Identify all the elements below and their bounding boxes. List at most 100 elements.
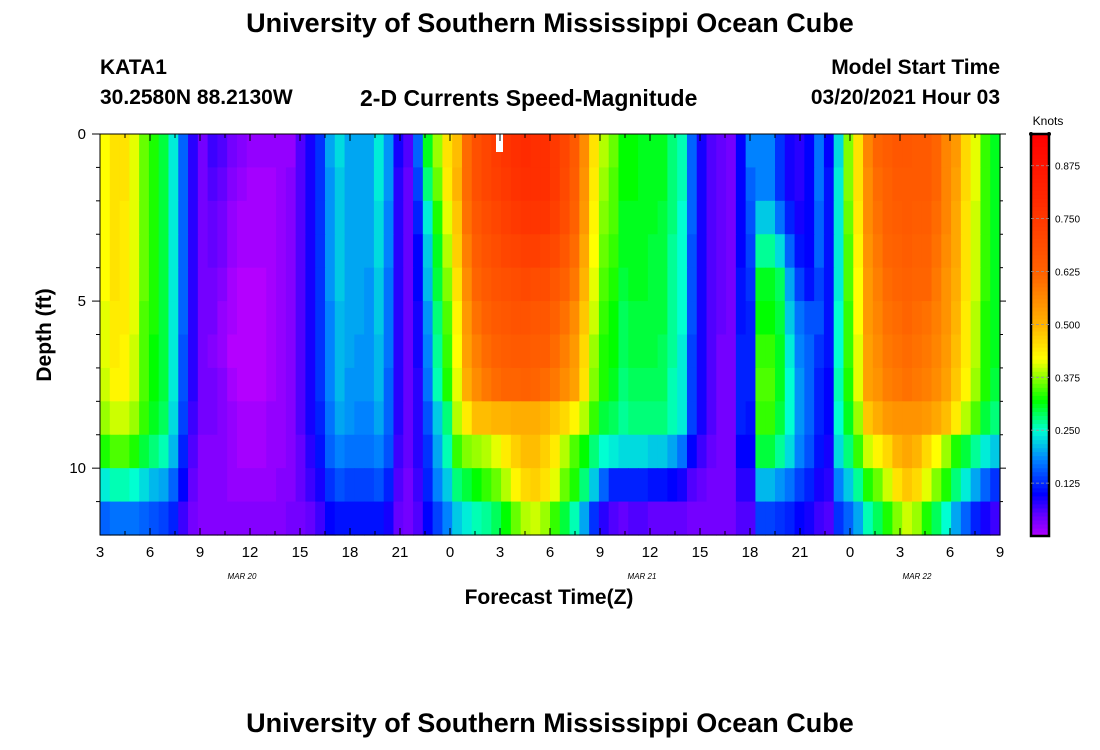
- heatmap-cell: [735, 501, 747, 536]
- colorbar-segment: [1031, 359, 1049, 364]
- heatmap-cell: [677, 134, 688, 169]
- heatmap-cell: [403, 200, 414, 235]
- colorbar-segment: [1031, 503, 1049, 509]
- heatmap-cell: [315, 267, 326, 302]
- heatmap-cell: [647, 234, 659, 269]
- heatmap-cell: [970, 434, 982, 469]
- colorbar-segment: [1031, 471, 1049, 477]
- heatmap-cell: [207, 334, 218, 369]
- heatmap-cell: [188, 301, 199, 336]
- heatmap-cell: [579, 434, 590, 469]
- heatmap-cell: [168, 434, 179, 469]
- heatmap-cell: [960, 134, 972, 169]
- heatmap-cell: [236, 434, 248, 469]
- heatmap-cell: [501, 401, 512, 436]
- heatmap-cell: [745, 200, 757, 235]
- heatmap-cell: [843, 167, 854, 202]
- heatmap-cell: [569, 267, 580, 302]
- heatmap-cell: [863, 334, 874, 369]
- heatmap-cell: [628, 468, 639, 503]
- heatmap-cell: [452, 234, 463, 269]
- heatmap-cell: [598, 434, 610, 469]
- heatmap-cell: [471, 267, 483, 302]
- heatmap-cell: [305, 134, 316, 169]
- heatmap-cell: [892, 134, 903, 169]
- heatmap-cell: [246, 134, 258, 169]
- heatmap-cell: [325, 134, 336, 169]
- heatmap-cell: [100, 234, 111, 269]
- heatmap-cell: [716, 367, 727, 402]
- heatmap-cell: [501, 134, 512, 169]
- heatmap-cell: [882, 200, 893, 235]
- heatmap-cell: [276, 267, 287, 302]
- heatmap-cell: [902, 200, 913, 235]
- colorbar-segment: [1031, 531, 1049, 537]
- heatmap-cell: [794, 134, 805, 169]
- colorbar-segment: [1031, 254, 1049, 260]
- heatmap-cell: [853, 134, 864, 169]
- heatmap-cell: [941, 434, 952, 469]
- colorbar-segment: [1031, 162, 1049, 167]
- heatmap-cell: [305, 167, 316, 202]
- heatmap-cell: [422, 267, 434, 302]
- heatmap-cell: [931, 468, 942, 503]
- heatmap-cell: [823, 200, 835, 235]
- heatmap-cell: [579, 401, 590, 436]
- heatmap-cell: [843, 334, 854, 369]
- heatmap-cell: [872, 234, 884, 269]
- heatmap-cell: [618, 267, 629, 302]
- heatmap-cell: [598, 167, 610, 202]
- heatmap-cell: [413, 167, 424, 202]
- heatmap-cell: [618, 334, 629, 369]
- heatmap-cell: [373, 301, 385, 336]
- heatmap-cell: [197, 401, 209, 436]
- colorbar-segment: [1031, 286, 1049, 292]
- heatmap-cell: [266, 334, 277, 369]
- heatmap-cell: [960, 501, 972, 536]
- heatmap-cell: [618, 468, 629, 503]
- heatmap-cell: [471, 367, 483, 402]
- heatmap-cell: [667, 434, 678, 469]
- colorbar-tick-label: 0.250: [1055, 426, 1080, 437]
- heatmap-cell: [178, 367, 189, 402]
- heatmap-cell: [853, 267, 864, 302]
- heatmap-cell: [403, 401, 414, 436]
- heatmap-cell: [139, 234, 150, 269]
- heatmap-cell: [765, 301, 776, 336]
- heatmap-cell: [755, 501, 766, 536]
- heatmap-cell: [960, 301, 972, 336]
- page-footer-title: University of Southern Mississippi Ocean…: [246, 708, 854, 738]
- heatmap-cell: [794, 501, 805, 536]
- heatmap-cell: [442, 468, 453, 503]
- heatmap-cell: [980, 468, 991, 503]
- heatmap-cell: [100, 401, 111, 436]
- heatmap-cell: [227, 134, 238, 169]
- heatmap-cell: [951, 434, 962, 469]
- x-tick-label: 9: [196, 544, 204, 561]
- x-tick-label: 6: [146, 544, 154, 561]
- heatmap-cell: [383, 167, 395, 202]
- heatmap-cell: [158, 234, 170, 269]
- heatmap-cell: [403, 267, 414, 302]
- heatmap-cell: [882, 501, 893, 536]
- page-title: University of Southern Mississippi Ocean…: [246, 8, 854, 38]
- heatmap-cell: [100, 167, 111, 202]
- colorbar-segment: [1031, 407, 1049, 412]
- heatmap-cell: [589, 468, 600, 503]
- heatmap-cell: [755, 367, 766, 402]
- heatmap-cell: [540, 468, 551, 503]
- heatmap-cell: [403, 468, 414, 503]
- heatmap-cell: [383, 468, 395, 503]
- heatmap-cell: [726, 468, 737, 503]
- heatmap-cell: [911, 267, 923, 302]
- heatmap-cell: [765, 234, 776, 269]
- heatmap-cell: [168, 234, 179, 269]
- colorbar-frame: [1029, 132, 1051, 538]
- heatmap-cell: [109, 501, 121, 536]
- heatmap-cell: [823, 501, 835, 536]
- colorbar-segment: [1031, 351, 1049, 356]
- heatmap-cell: [383, 234, 395, 269]
- heatmap-cell: [403, 367, 414, 402]
- heatmap-cell: [452, 401, 463, 436]
- heatmap-cell: [951, 234, 962, 269]
